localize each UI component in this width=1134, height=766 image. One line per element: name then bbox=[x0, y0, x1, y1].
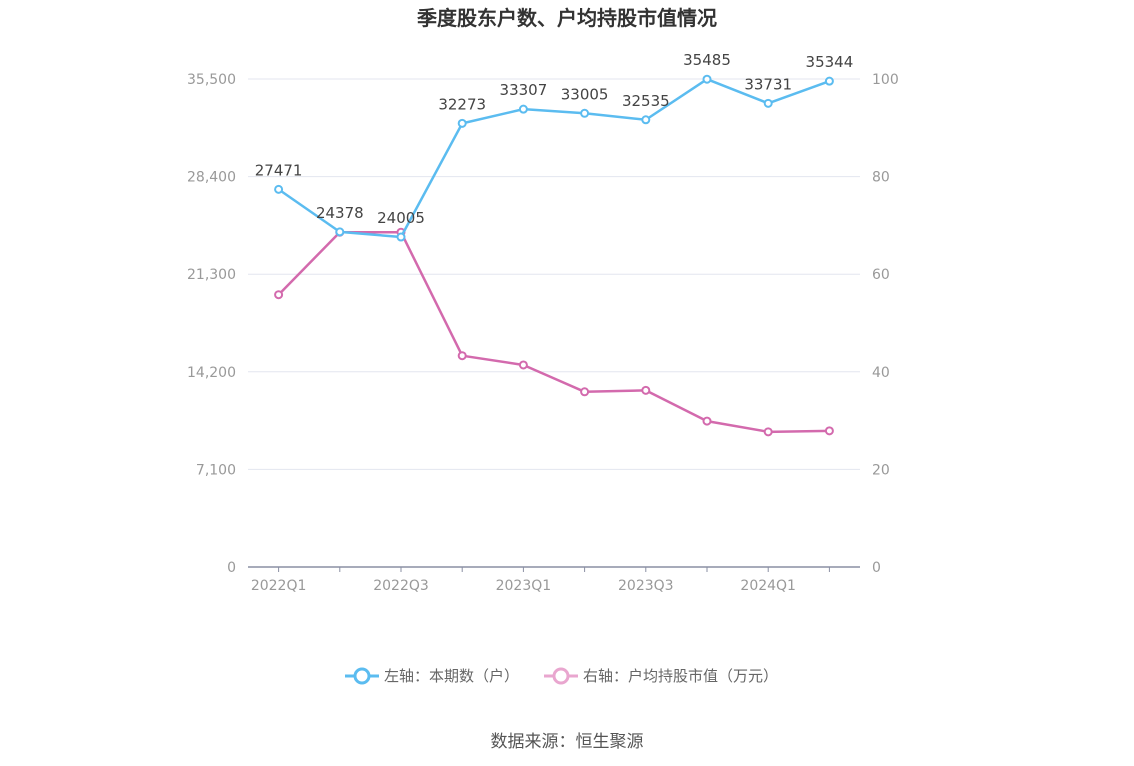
legend-marker-series-2 bbox=[552, 667, 570, 685]
data-label: 32535 bbox=[622, 92, 670, 110]
series-2-point[interactable] bbox=[702, 416, 712, 426]
series-1-point[interactable] bbox=[824, 76, 834, 86]
x-tick-label: 2022Q3 bbox=[373, 578, 429, 594]
series-1-point[interactable] bbox=[518, 104, 528, 114]
series-1-point[interactable] bbox=[763, 98, 773, 108]
y-right-tick-label: 80 bbox=[872, 170, 890, 186]
series-1-point[interactable] bbox=[274, 184, 284, 194]
x-tick-label: 2022Q1 bbox=[251, 578, 307, 594]
x-tick-label: 2023Q3 bbox=[618, 578, 674, 594]
y-right-tick-label: 0 bbox=[872, 560, 881, 576]
legend-item-series-2[interactable]: 右轴：户均持股市值（万元） bbox=[544, 667, 778, 685]
y-right-tick-label: 20 bbox=[872, 462, 890, 478]
data-label: 24005 bbox=[377, 209, 425, 227]
series-1-point[interactable] bbox=[396, 232, 406, 242]
y-left-tick-label: 21,300 bbox=[187, 267, 236, 283]
legend-marker-series-1 bbox=[353, 667, 371, 685]
series-1-point[interactable] bbox=[335, 227, 345, 237]
y-right-tick-label: 100 bbox=[872, 72, 899, 88]
data-labels: 27471 24378 24005 32273 33307 33005 32535 35485… bbox=[255, 51, 854, 227]
series-2-point[interactable] bbox=[763, 427, 773, 437]
data-label: 35344 bbox=[806, 53, 854, 71]
series-line-2 bbox=[277, 230, 830, 434]
data-label: 32273 bbox=[438, 95, 486, 113]
x-tick-label: 2024Q1 bbox=[740, 578, 796, 594]
data-label: 33005 bbox=[561, 85, 609, 103]
y-left-tick-label: 7,100 bbox=[196, 462, 236, 478]
y-left-tick-label: 14,200 bbox=[187, 365, 236, 381]
series-line-1 bbox=[277, 77, 830, 239]
series-2-point[interactable] bbox=[580, 387, 590, 397]
data-label: 24378 bbox=[316, 204, 364, 222]
y-right-tick-label: 40 bbox=[872, 365, 890, 381]
y-right-axis: 0 20 40 60 80 100 bbox=[872, 72, 899, 576]
source-note: 数据来源：恒生聚源 bbox=[491, 732, 644, 752]
legend-item-series-1[interactable]: 左轴：本期数（户） bbox=[345, 667, 519, 685]
series-1-point[interactable] bbox=[641, 115, 651, 125]
x-axis: 2022Q1 2022Q3 2023Q1 2023Q3 2024Q1 bbox=[248, 566, 860, 594]
data-label: 33307 bbox=[500, 81, 548, 99]
y-left-tick-label: 28,400 bbox=[187, 170, 236, 186]
data-label: 33731 bbox=[744, 75, 792, 93]
series-2-point[interactable] bbox=[274, 290, 284, 300]
y-left-tick-label: 35,500 bbox=[187, 72, 236, 88]
y-left-axis: 0 7,100 14,200 21,300 28,400 35,500 bbox=[187, 72, 236, 576]
series-2-point[interactable] bbox=[518, 360, 528, 370]
series-2-point[interactable] bbox=[824, 426, 834, 436]
data-label: 35485 bbox=[683, 51, 731, 69]
series-1-point[interactable] bbox=[457, 118, 467, 128]
series-layer bbox=[274, 74, 834, 437]
series-2-point[interactable] bbox=[457, 351, 467, 361]
legend-label-series-2: 右轴：户均持股市值（万元） bbox=[583, 667, 778, 685]
x-tick-label: 2023Q1 bbox=[496, 578, 552, 594]
y-left-tick-label: 0 bbox=[227, 560, 236, 576]
grid bbox=[248, 78, 860, 470]
series-1-point[interactable] bbox=[702, 74, 712, 84]
data-label: 27471 bbox=[255, 161, 303, 179]
legend-label-series-1: 左轴：本期数（户） bbox=[384, 667, 519, 685]
series-1-point[interactable] bbox=[580, 108, 590, 118]
y-right-tick-label: 60 bbox=[872, 267, 890, 283]
series-2-point[interactable] bbox=[641, 385, 651, 395]
chart-title: 季度股东户数、户均持股市值情况 bbox=[416, 6, 717, 30]
legend: 左轴：本期数（户） 右轴：户均持股市值（万元） bbox=[345, 667, 778, 685]
